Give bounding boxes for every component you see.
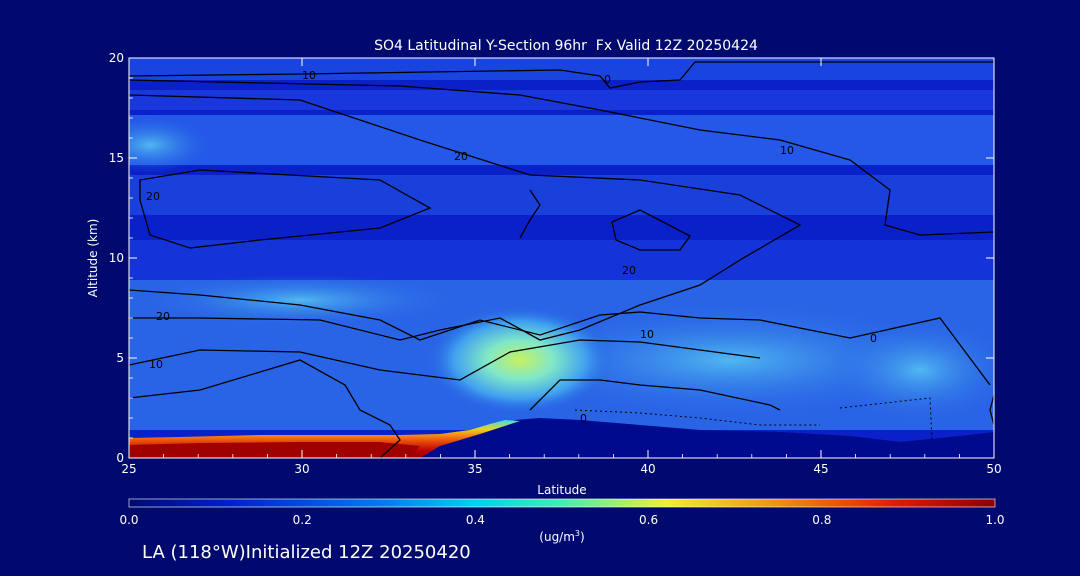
colorbar-label-main: (ug/m — [539, 530, 575, 544]
contour-label: 0 — [580, 412, 587, 425]
colorbar-tick-label: 0.0 — [119, 513, 138, 527]
concentration-field — [129, 58, 994, 458]
y-tick-label: 20 — [109, 51, 124, 65]
colorbar-label-end: ) — [580, 530, 585, 544]
footer-label: LA (118°W)Initialized 12Z 20250420 — [142, 542, 471, 563]
x-tick-label: 50 — [986, 462, 1001, 476]
colorbar-tick-label: 0.6 — [639, 513, 658, 527]
colorbar-ticks: 0.0 0.2 0.4 0.6 0.8 1.0 — [119, 513, 1004, 527]
y-axis: 0 5 10 15 20 — [109, 51, 994, 465]
x-tick-label: 45 — [813, 462, 828, 476]
contour-label: 10 — [149, 358, 163, 371]
colorbar-tick-label: 1.0 — [985, 513, 1004, 527]
contour-label-group: 10 20 10 20 20 10 10 0 0 0 20 — [146, 69, 877, 425]
contour-label: 20 — [156, 310, 170, 323]
x-axis: 25 30 35 40 45 50 — [121, 58, 1002, 476]
colorbar-tick-label: 0.4 — [466, 513, 485, 527]
contour-lines — [129, 61, 994, 458]
contour-label: 10 — [640, 328, 654, 341]
y-tick-label: 10 — [109, 251, 124, 265]
contour-label: 10 — [780, 144, 794, 157]
x-tick-label: 40 — [640, 462, 655, 476]
x-tick-label: 25 — [121, 462, 136, 476]
y-axis-label: Altitude (km) — [86, 219, 100, 298]
contour-label: 0 — [604, 73, 611, 86]
y-tick-label: 0 — [116, 451, 124, 465]
x-axis-label: Latitude — [537, 483, 586, 497]
dotted-contours — [574, 397, 933, 441]
x-tick-label: 35 — [467, 462, 482, 476]
contour-label: 20 — [454, 150, 468, 163]
colorbar-label-sup: 3 — [575, 529, 580, 538]
colorbar-tick-label: 0.8 — [812, 513, 831, 527]
contour-label: 20 — [146, 190, 160, 203]
colorbar-tick-label: 0.2 — [293, 513, 312, 527]
x-tick-label: 30 — [294, 462, 309, 476]
chart-title: SO4 Latitudinal Y-Section 96hr Fx Valid … — [374, 38, 758, 54]
colorbar-label: (ug/m3) — [539, 529, 584, 544]
contour-label: 20 — [622, 264, 636, 277]
colorbar — [128, 498, 996, 508]
contour-label: 10 — [302, 69, 316, 82]
y-tick-label: 5 — [116, 351, 124, 365]
contour-label: 0 — [870, 332, 877, 345]
y-tick-label: 15 — [109, 151, 124, 165]
